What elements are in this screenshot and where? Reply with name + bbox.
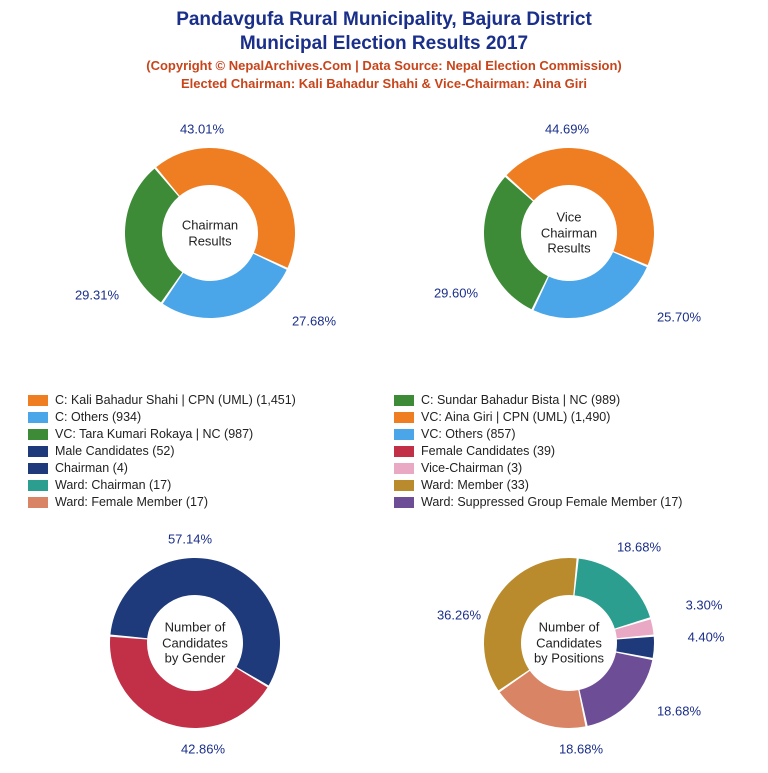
positions-pct-label: 3.30% — [686, 598, 723, 613]
legend-label: Ward: Chairman (17) — [55, 478, 171, 492]
legend-label: Ward: Female Member (17) — [55, 495, 208, 509]
chairman-pct-label: 29.31% — [75, 288, 119, 303]
legend-item: Ward: Chairman (17) — [28, 478, 374, 492]
legend-label: C: Kali Bahadur Shahi | CPN (UML) (1,451… — [55, 393, 296, 407]
gender-center-label: Number ofCandidatesby Gender — [145, 620, 245, 667]
subtitle-line-1: (Copyright © NepalArchives.Com | Data So… — [0, 58, 768, 75]
charts-grid: ChairmanResults 43.01% 27.68% 29.31% ViceCh… — [0, 93, 768, 773]
vicechairman-pct-label: 44.69% — [545, 122, 589, 137]
chart-chairman: ChairmanResults 43.01% 27.68% 29.31% — [0, 93, 384, 433]
legend-item: VC: Tara Kumari Rokaya | NC (987) — [28, 427, 374, 441]
legend-swatch — [394, 497, 414, 508]
positions-center-label: Number ofCandidatesby Positions — [519, 620, 619, 667]
positions-pct-label: 18.68% — [657, 704, 701, 719]
legend-label: Female Candidates (39) — [421, 444, 555, 458]
legend-item: Female Candidates (39) — [394, 444, 740, 458]
vicechairman-donut — [384, 93, 768, 433]
legend-item: Chairman (4) — [28, 461, 374, 475]
legend-label: Chairman (4) — [55, 461, 128, 475]
legend-swatch — [28, 463, 48, 474]
positions-pct-label: 18.68% — [559, 742, 603, 757]
legend-item: Ward: Female Member (17) — [28, 495, 374, 509]
legend-swatch — [394, 429, 414, 440]
legend: C: Kali Bahadur Shahi | CPN (UML) (1,451… — [28, 393, 740, 509]
legend-item: VC: Others (857) — [394, 427, 740, 441]
chairman-donut — [0, 93, 384, 433]
legend-item: Male Candidates (52) — [28, 444, 374, 458]
legend-item: C: Sundar Bahadur Bista | NC (989) — [394, 393, 740, 407]
legend-item: Vice-Chairman (3) — [394, 461, 740, 475]
subtitle-line-2: Elected Chairman: Kali Bahadur Shahi & V… — [0, 76, 768, 93]
vicechairman-slice — [534, 253, 647, 319]
legend-label: VC: Others (857) — [421, 427, 515, 441]
chairman-pct-label: 27.68% — [292, 314, 336, 329]
legend-label: C: Sundar Bahadur Bista | NC (989) — [421, 393, 620, 407]
title-line-1: Pandavgufa Rural Municipality, Bajura Di… — [0, 8, 768, 32]
gender-pct-label: 42.86% — [181, 742, 225, 757]
legend-label: C: Others (934) — [55, 410, 141, 424]
gender-pct-label: 57.14% — [168, 532, 212, 547]
legend-swatch — [28, 395, 48, 406]
legend-label: Ward: Member (33) — [421, 478, 529, 492]
positions-pct-label: 18.68% — [617, 540, 661, 555]
chairman-slice — [156, 148, 295, 268]
legend-label: VC: Tara Kumari Rokaya | NC (987) — [55, 427, 253, 441]
legend-label: Vice-Chairman (3) — [421, 461, 522, 475]
chart-vicechairman: ViceChairmanResults 44.69% 25.70% 29.60% — [384, 93, 768, 433]
legend-swatch — [28, 412, 48, 423]
legend-label: VC: Aina Giri | CPN (UML) (1,490) — [421, 410, 610, 424]
legend-item: Ward: Member (33) — [394, 478, 740, 492]
vicechairman-pct-label: 29.60% — [434, 286, 478, 301]
legend-swatch — [394, 463, 414, 474]
chairman-pct-label: 43.01% — [180, 122, 224, 137]
legend-item: C: Others (934) — [28, 410, 374, 424]
legend-swatch — [394, 446, 414, 457]
legend-swatch — [28, 446, 48, 457]
legend-item: VC: Aina Giri | CPN (UML) (1,490) — [394, 410, 740, 424]
title-block: Pandavgufa Rural Municipality, Bajura Di… — [0, 0, 768, 93]
legend-item: Ward: Suppressed Group Female Member (17… — [394, 495, 740, 509]
legend-item: C: Kali Bahadur Shahi | CPN (UML) (1,451… — [28, 393, 374, 407]
vicechairman-center-label: ViceChairmanResults — [519, 210, 619, 257]
legend-label: Male Candidates (52) — [55, 444, 175, 458]
title-line-2: Municipal Election Results 2017 — [0, 32, 768, 56]
chairman-slice — [163, 254, 287, 318]
legend-label: Ward: Suppressed Group Female Member (17… — [421, 495, 682, 509]
chairman-center-label: ChairmanResults — [160, 218, 260, 249]
legend-swatch — [28, 497, 48, 508]
legend-swatch — [394, 480, 414, 491]
legend-swatch — [28, 480, 48, 491]
positions-slice — [575, 559, 650, 629]
legend-swatch — [394, 412, 414, 423]
positions-pct-label: 36.26% — [437, 608, 481, 623]
vicechairman-pct-label: 25.70% — [657, 310, 701, 325]
legend-swatch — [28, 429, 48, 440]
legend-swatch — [394, 395, 414, 406]
positions-pct-label: 4.40% — [688, 630, 725, 645]
